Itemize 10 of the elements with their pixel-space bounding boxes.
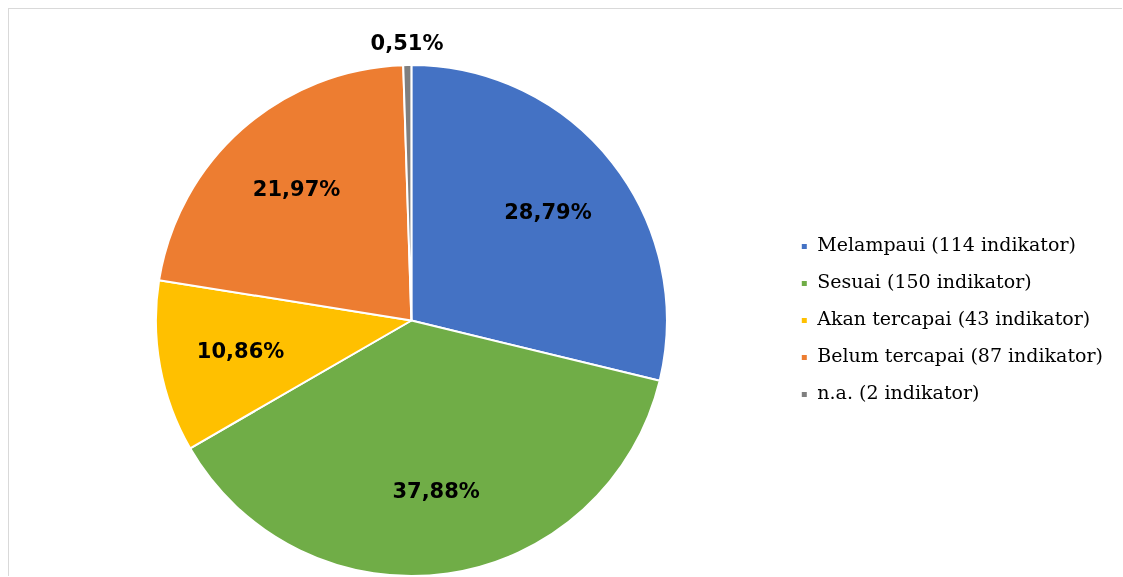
legend-label: Melampaui (114 indikator): [817, 233, 1076, 256]
data-label: 10,86%: [196, 338, 285, 363]
data-label: 28,79%: [504, 199, 592, 224]
legend-label: n.a. (2 indikator): [817, 381, 980, 404]
data-label: 21,97%: [252, 176, 341, 201]
legend-label: Belum tercapai (87 indikator): [817, 344, 1104, 367]
legend-label: Akan tercapai (43 indikator): [816, 307, 1091, 330]
legend-label: Sesuai (150 indikator): [817, 270, 1032, 293]
data-label: 0,51%: [370, 31, 444, 56]
data-label: 37,88%: [392, 478, 480, 503]
